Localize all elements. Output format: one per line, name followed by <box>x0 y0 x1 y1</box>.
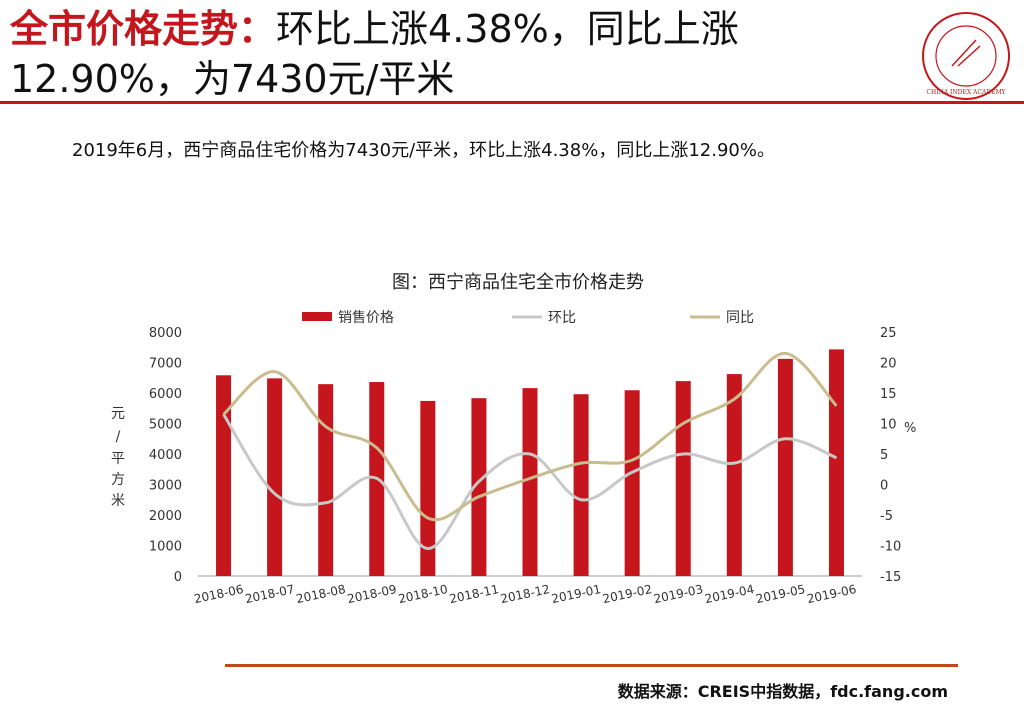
y-right-tick: 5 <box>880 448 888 463</box>
bar-2018-10 <box>420 400 436 576</box>
x-tick-label: 2019-03 <box>652 582 704 606</box>
bar-2018-06 <box>216 375 232 576</box>
title-divider <box>0 101 1024 104</box>
y-left-tick: 4000 <box>149 448 182 463</box>
y-right-tick: -5 <box>880 509 893 524</box>
y-right-tick: 10 <box>880 418 897 433</box>
legend-label: 同比 <box>726 310 754 326</box>
data-source: 数据来源：CREIS中指数据，fdc.fang.com <box>617 682 948 701</box>
y-left-tick: 3000 <box>149 479 182 494</box>
y-left-tick: 6000 <box>149 387 182 402</box>
legend-swatch <box>302 312 332 321</box>
bar-2018-12 <box>522 388 538 576</box>
x-tick-label: 2018-08 <box>295 582 347 606</box>
bar-2018-11 <box>471 398 487 576</box>
y-right-tick: 25 <box>880 326 897 341</box>
bar-2019-04 <box>726 374 742 576</box>
bar-series <box>216 349 844 576</box>
y-left-tick: 5000 <box>149 418 182 433</box>
bar-2019-02 <box>624 390 640 576</box>
legend-label: 销售价格 <box>338 310 394 326</box>
y-left-tick: 1000 <box>149 540 182 555</box>
y-right-tick: 20 <box>880 357 897 372</box>
x-tick-label: 2018-07 <box>244 582 296 606</box>
y-left-tick: 7000 <box>149 357 182 372</box>
x-tick-label: 2018-10 <box>397 582 449 606</box>
y-left-axis-label: 方 <box>111 472 125 488</box>
bar-2019-01 <box>573 394 589 576</box>
y-left-axis-label: / <box>116 429 121 445</box>
legend: 销售价格 环比 同比 <box>302 310 754 326</box>
bar-2018-08 <box>318 384 334 576</box>
legend-label: 环比 <box>548 310 576 326</box>
y-left-axis-label: 平 <box>111 451 125 467</box>
line-series <box>222 351 838 551</box>
x-tick-label: 2018-06 <box>193 582 245 606</box>
x-tick-label: 2019-05 <box>755 582 807 606</box>
footer-divider <box>225 664 958 667</box>
page-title: 全市价格走势：环比上涨4.38%，同比上涨12.90%，为7430元/平米 <box>10 4 890 104</box>
axis-labels: 元 / 平方米% <box>111 406 916 509</box>
mom-line <box>222 413 838 551</box>
chart-title: 图：西宁商品住宅全市价格走势 <box>392 272 644 293</box>
x-tick-label: 2019-06 <box>806 582 858 606</box>
y-left-tick: 8000 <box>149 326 182 341</box>
x-tick-label: 2018-09 <box>346 582 398 606</box>
y-left-tick: 2000 <box>149 509 182 524</box>
y-left-tick: 0 <box>174 570 182 585</box>
bar-2019-06 <box>828 349 844 576</box>
bar-2018-07 <box>267 378 283 576</box>
y-left-axis-label: 米 <box>111 493 125 509</box>
china-index-academy-logo: CHINA INDEX ACADEMY <box>922 12 1010 100</box>
x-tick-label: 2019-04 <box>703 582 755 606</box>
x-tick-label: 2019-01 <box>550 582 602 606</box>
x-tick-label: 2018-12 <box>499 582 551 606</box>
title-rest: 环比上涨4.38%，同比上涨12.90%，为7430元/平米 <box>10 7 739 101</box>
y-right-tick: -10 <box>880 540 901 555</box>
y-right-tick: 15 <box>880 387 897 402</box>
svg-text:CHINA INDEX ACADEMY: CHINA INDEX ACADEMY <box>926 89 1006 96</box>
y-left-axis-label: 元 <box>111 406 125 422</box>
bar-2019-03 <box>675 381 691 576</box>
x-tick-label: 2019-02 <box>601 582 653 606</box>
x-tick-label: 2018-11 <box>448 582 500 606</box>
y-right-tick: -15 <box>880 570 901 585</box>
summary-text: 2019年6月，西宁商品住宅价格为7430元/平米，环比上涨4.38%，同比上涨… <box>72 140 775 161</box>
y-right-tick: 0 <box>880 479 888 494</box>
title-highlight: 全市价格走势： <box>10 7 277 51</box>
bar-2019-05 <box>777 358 793 576</box>
yoy-line <box>222 351 838 522</box>
y-right-axis-label: % <box>904 421 916 436</box>
